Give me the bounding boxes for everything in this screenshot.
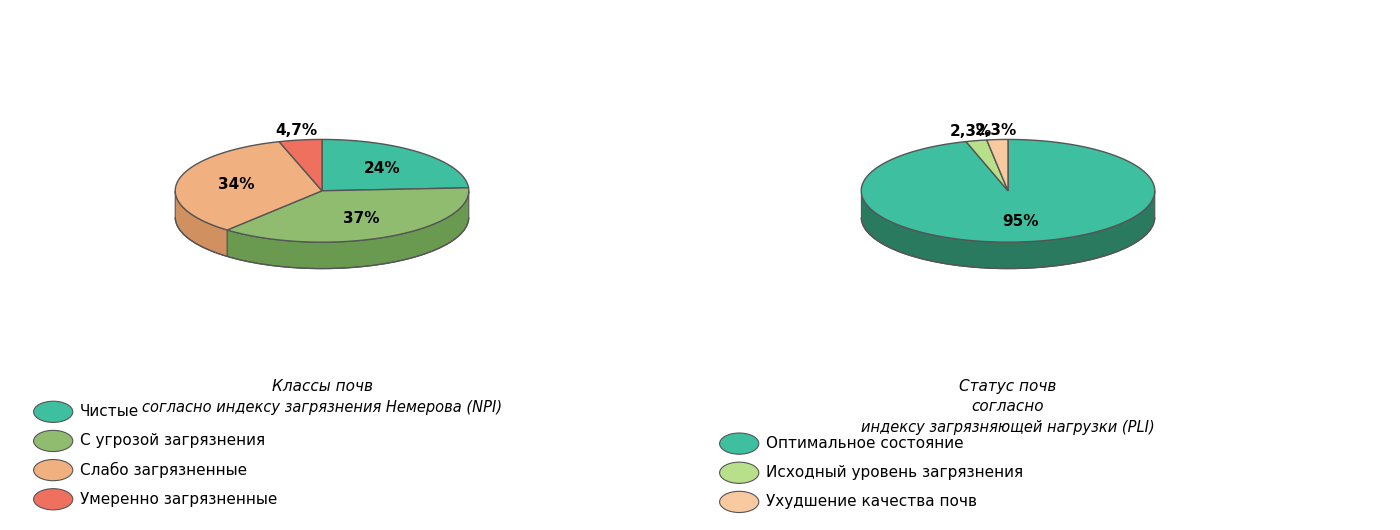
Text: С угрозой загрязнения: С угрозой загрязнения (80, 434, 265, 448)
Polygon shape (322, 139, 469, 191)
Text: Умеренно загрязненные: Умеренно загрязненные (80, 492, 277, 507)
Text: 34%: 34% (217, 177, 253, 192)
Polygon shape (279, 139, 322, 191)
Text: 4,7%: 4,7% (276, 123, 318, 138)
Text: 95%: 95% (1002, 214, 1039, 229)
Polygon shape (175, 142, 322, 230)
Text: Ухудшение качества почв: Ухудшение качества почв (766, 494, 977, 509)
Polygon shape (227, 191, 469, 269)
Text: индексу загрязняющей нагрузки (PLI): индексу загрязняющей нагрузки (PLI) (861, 420, 1155, 435)
Polygon shape (175, 191, 227, 257)
Text: Статус почв: Статус почв (959, 379, 1057, 394)
Text: согласно индексу загрязнения Немерова (NPI): согласно индексу загрязнения Немерова (N… (141, 400, 503, 415)
Text: Исходный уровень загрязнения: Исходный уровень загрязнения (766, 465, 1023, 480)
Polygon shape (987, 139, 1008, 191)
Polygon shape (861, 191, 1155, 269)
Text: Оптимальное состояние: Оптимальное состояние (766, 436, 963, 451)
Text: Чистые: Чистые (80, 404, 139, 419)
Text: 24%: 24% (364, 161, 400, 176)
Polygon shape (227, 188, 469, 242)
Text: согласно: согласно (972, 399, 1044, 414)
Text: Классы почв: Классы почв (272, 379, 372, 394)
Text: 37%: 37% (343, 211, 379, 226)
Text: 2,3%: 2,3% (949, 124, 991, 139)
Text: Слабо загрязненные: Слабо загрязненные (80, 462, 246, 478)
Polygon shape (966, 140, 1008, 191)
Polygon shape (861, 139, 1155, 242)
Text: 2,3%: 2,3% (974, 123, 1016, 138)
